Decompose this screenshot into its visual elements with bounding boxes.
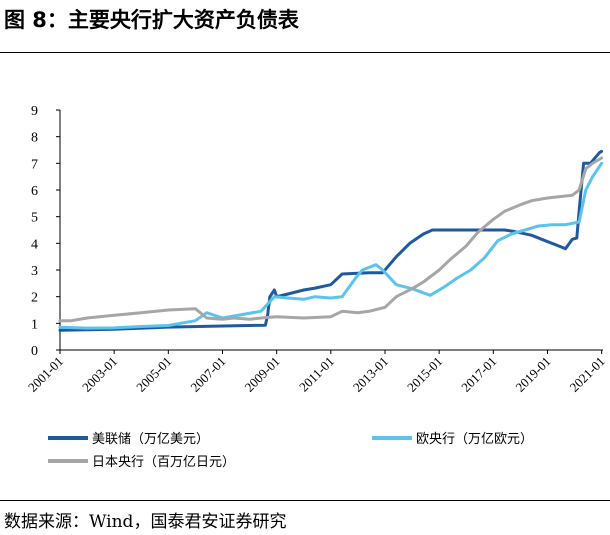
legend-label-ecb: 欧央行（万亿欧元） xyxy=(416,432,533,447)
y-tick-label: 8 xyxy=(31,131,38,146)
x-tick-label: 2007-01 xyxy=(187,354,228,395)
y-tick-label: 9 xyxy=(31,104,38,119)
series-line-boj xyxy=(58,156,604,323)
y-tick-label: 0 xyxy=(31,344,38,359)
figure-title: 图 8：主要央行扩大资产负债表 xyxy=(4,8,299,32)
chart-series xyxy=(58,149,604,332)
x-tick-label: 2009-01 xyxy=(242,354,283,395)
y-tick-label: 2 xyxy=(31,291,38,306)
balance-sheet-chart: 0 1 2 3 4 5 6 7 8 9 2001-01 2003-01 2005-01 2007-01 20… xyxy=(25,104,608,470)
series-line-ecb xyxy=(58,161,604,330)
x-tick-label: 2001-01 xyxy=(25,354,66,395)
x-tick-label: 2019-01 xyxy=(512,354,553,395)
x-tick-label: 2003-01 xyxy=(79,354,120,395)
chart-axes: 0 1 2 3 4 5 6 7 8 9 2001-01 2003-01 2005-01 2007-01 20… xyxy=(25,104,608,395)
y-tick-label: 3 xyxy=(31,264,38,279)
series-line-fed xyxy=(58,149,604,332)
x-tick-label: 2017-01 xyxy=(458,354,499,395)
x-tick-label: 2011-01 xyxy=(296,354,337,395)
x-tick-label: 2015-01 xyxy=(404,354,445,395)
x-tick-label: 2005-01 xyxy=(133,354,174,395)
legend-label-fed: 美联储（万亿美元） xyxy=(92,432,209,447)
legend-label-boj: 日本央行（百万亿日元） xyxy=(92,455,235,470)
y-tick-label: 7 xyxy=(31,157,38,172)
chart-legend: 美联储（万亿美元） 欧央行（万亿欧元） 日本央行（百万亿日元） xyxy=(48,432,533,470)
y-tick-label: 1 xyxy=(31,317,38,332)
y-tick-label: 4 xyxy=(31,237,38,252)
y-tick-label: 6 xyxy=(31,184,38,199)
title-rule xyxy=(0,52,610,53)
source-rule xyxy=(0,500,610,501)
y-tick-label: 5 xyxy=(31,211,38,226)
x-tick-label: 2021-01 xyxy=(567,354,608,395)
x-tick-label: 2013-01 xyxy=(350,354,391,395)
source-note: 数据来源：Wind，国泰君安证券研究 xyxy=(4,512,287,532)
